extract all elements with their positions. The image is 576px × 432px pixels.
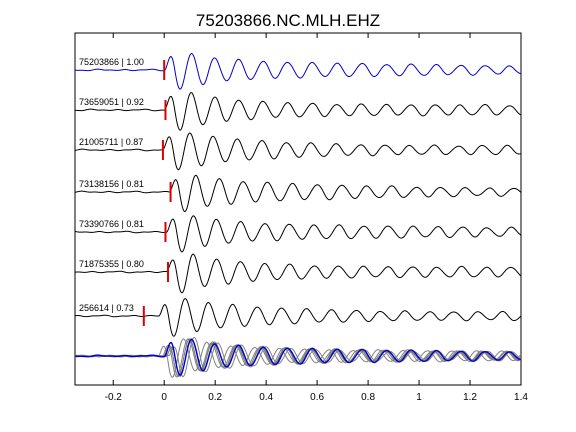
traces-layer: 75203866 | 1.00 73659051 | 0.92 21005711 |… <box>74 53 522 337</box>
stack-overlay <box>74 336 522 378</box>
x-tick-label: 0.2 <box>208 392 222 403</box>
trace-line <box>74 174 522 213</box>
trace-75203866: 75203866 | 1.00 <box>74 53 522 90</box>
trace-line <box>74 253 522 294</box>
x-tick-label: 1.2 <box>463 392 477 403</box>
trace-label: 21005711 | 0.87 <box>79 137 143 147</box>
x-tick-label: 1 <box>416 392 422 403</box>
trace-label: 75203866 | 1.00 <box>79 57 144 67</box>
trace-line <box>74 92 522 131</box>
trace-73138156: 73138156 | 0.81 <box>74 174 522 213</box>
x-tick-label: 0 <box>161 392 167 403</box>
x-axis: -0.2 0 0.2 0.4 0.6 0.8 1 1.2 1.4 <box>105 33 528 403</box>
trace-line <box>74 132 522 171</box>
x-tick-label: -0.2 <box>105 392 123 403</box>
x-tick-label: 0.4 <box>259 392 273 403</box>
x-tick-label: 0.6 <box>310 392 324 403</box>
trace-line <box>74 215 522 253</box>
trace-label: 73659051 | 0.92 <box>79 97 144 107</box>
x-tick-label: 1.4 <box>514 392 528 403</box>
x-tick-label: 0.8 <box>361 392 375 403</box>
trace-label: 256614 | 0.73 <box>79 303 134 313</box>
plot-frame <box>74 32 522 386</box>
stack-reference-trace <box>74 338 522 376</box>
chart-title: 75203866.NC.MLH.EHZ <box>196 11 380 30</box>
trace-73390766: 73390766 | 0.81 <box>74 215 522 253</box>
trace-line <box>74 53 522 90</box>
trace-71875355: 71875355 | 0.80 <box>74 253 522 294</box>
trace-256614: 256614 | 0.73 <box>74 298 522 337</box>
trace-label: 73138156 | 0.81 <box>79 179 144 189</box>
trace-73659051: 73659051 | 0.92 <box>74 92 522 131</box>
trace-label: 71875355 | 0.80 <box>79 259 144 269</box>
trace-label: 73390766 | 0.81 <box>79 219 144 229</box>
trace-21005711: 21005711 | 0.87 <box>74 132 522 171</box>
trace-line <box>74 298 522 337</box>
